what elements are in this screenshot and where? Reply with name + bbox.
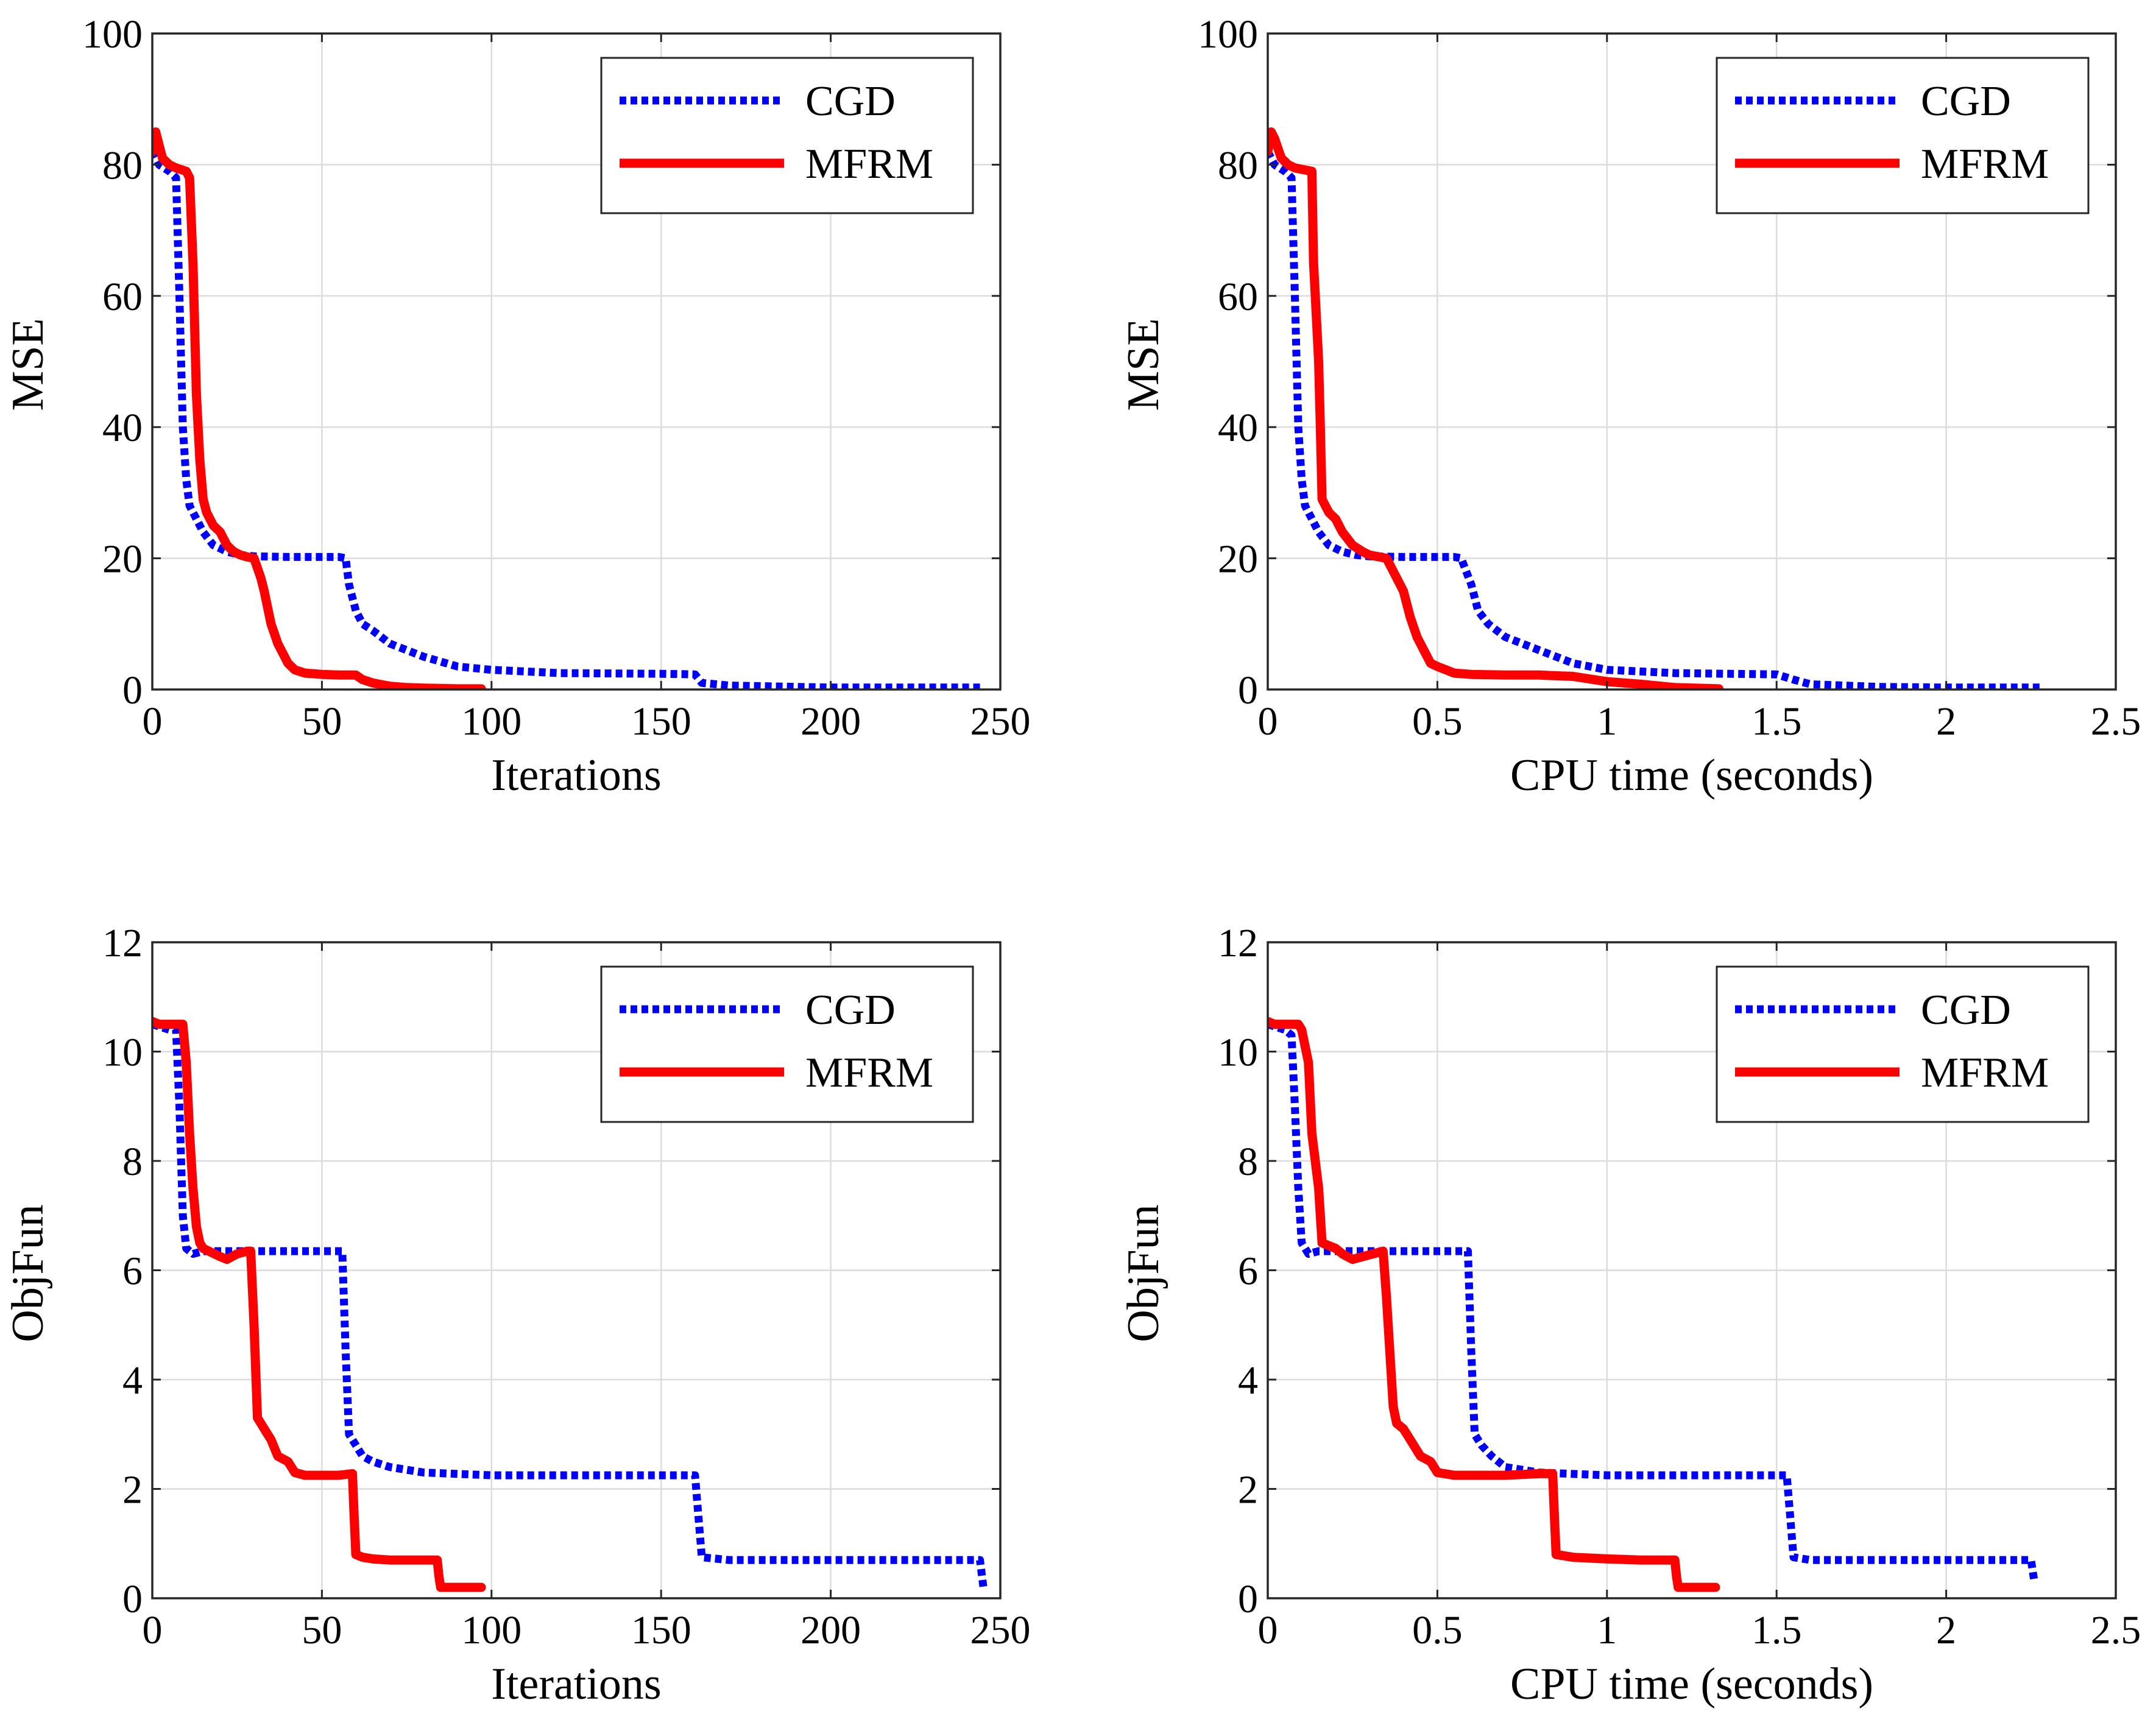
y-tick-label: 12: [1218, 921, 1258, 965]
series-line-mfrm: [152, 127, 486, 689]
x-tick-label: 0: [143, 699, 163, 744]
y-axis-label: MSE: [1119, 318, 1168, 411]
y-tick-label: 20: [102, 537, 143, 582]
y-tick-label: 40: [1218, 406, 1258, 450]
axes-box: [151, 32, 1002, 691]
x-axis-label: Iterations: [491, 1659, 661, 1709]
series-line-mfrm: [1268, 127, 1723, 689]
x-tick-label: 2.5: [2091, 1608, 2141, 1652]
y-tick-label: 12: [102, 921, 143, 965]
x-tick-label: 200: [801, 1608, 861, 1652]
x-tick-label: 1.5: [1751, 1608, 1802, 1652]
x-tick-label: 100: [461, 699, 521, 744]
panel-objfun-vs-iterations: 0 50 100 150 200 250 0 2 4 6 8 10 12 Iterations ObjFun…: [3, 921, 1031, 1709]
y-tick-label: 8: [1238, 1140, 1258, 1184]
y-tick-label: 0: [1238, 668, 1258, 713]
series-line-mfrm: [1268, 1017, 1720, 1592]
x-tick-label: 2.5: [2091, 699, 2141, 744]
x-tick-label: 150: [631, 699, 691, 744]
x-tick-label: 0: [1258, 699, 1278, 744]
y-axis-label: ObjFun: [3, 1204, 53, 1342]
legend-label-mfrm: MFRM: [805, 141, 933, 188]
y-tick-label: 20: [1218, 537, 1258, 582]
y-tick-label: 6: [122, 1249, 143, 1294]
y-axis-label: ObjFun: [1119, 1204, 1168, 1342]
x-tick-label: 50: [302, 1608, 342, 1652]
x-axis-label: CPU time (seconds): [1510, 750, 1873, 800]
y-tick-label: 60: [102, 275, 143, 319]
legend: CGD MFRM: [1716, 57, 2090, 214]
x-axis-label: CPU time (seconds): [1510, 1659, 1873, 1709]
y-tick-label: 40: [102, 406, 143, 450]
y-tick-label: 4: [1238, 1358, 1258, 1403]
axes-box: [1267, 32, 2117, 691]
y-tick-label: 80: [102, 143, 143, 188]
x-tick-label: 1: [1597, 699, 1617, 744]
x-tick-label: 0: [143, 1608, 163, 1652]
x-tick-label: 250: [970, 699, 1031, 744]
panel-objfun-vs-cpu-time: 0 0.5 1 1.5 2 2.5 0 2 4 6 8 10 12 CPU time (seconds) O…: [1119, 921, 2141, 1709]
y-tick-label: 60: [1218, 275, 1258, 319]
x-tick-label: 50: [302, 699, 342, 744]
legend: CGD MFRM: [600, 965, 974, 1123]
legend-label-mfrm: MFRM: [1921, 141, 2049, 188]
legend: CGD MFRM: [1716, 965, 2090, 1123]
x-tick-label: 1: [1597, 1608, 1617, 1652]
y-tick-label: 0: [122, 1577, 143, 1621]
x-tick-label: 2: [1936, 1608, 1956, 1652]
x-tick-label: 150: [631, 1608, 691, 1652]
y-tick-label: 80: [1218, 143, 1258, 188]
panel-mse-vs-cpu-time: 0 0.5 1 1.5 2 2.5 0 20 40 60 80 100 CPU time (second…: [1119, 12, 2141, 800]
y-tick-label: 10: [102, 1031, 143, 1075]
legend-box: [1716, 965, 2090, 1123]
series-line-mfrm: [152, 1017, 486, 1592]
legend-label-cgd: CGD: [1921, 78, 2011, 125]
y-tick-label: 0: [122, 668, 143, 713]
y-tick-label: 2: [1238, 1468, 1258, 1512]
panel-mse-vs-iterations: 0 50 100 150 200 250 0 20 40 60 80 100 Iterations MSE…: [3, 12, 1031, 800]
y-tick-label: 4: [122, 1358, 143, 1403]
legend-label-cgd: CGD: [805, 987, 896, 1034]
x-tick-label: 100: [461, 1608, 521, 1652]
y-tick-label: 8: [122, 1140, 143, 1184]
x-tick-label: 0: [1258, 1608, 1278, 1652]
y-tick-label: 0: [1238, 1577, 1258, 1621]
x-tick-label: 1.5: [1751, 699, 1802, 744]
x-tick-label: 0.5: [1412, 699, 1463, 744]
x-tick-label: 250: [970, 1608, 1031, 1652]
x-axis-label: Iterations: [491, 750, 661, 800]
legend-label-mfrm: MFRM: [1921, 1049, 2049, 1096]
legend: CGD MFRM: [600, 57, 974, 214]
y-tick-label: 2: [122, 1468, 143, 1512]
x-tick-label: 200: [801, 699, 861, 744]
series-line-cgd: [1268, 149, 2041, 689]
y-tick-label: 6: [1238, 1249, 1258, 1294]
legend-box: [600, 57, 974, 214]
legend-box: [600, 965, 974, 1123]
y-tick-label: 100: [1198, 12, 1258, 57]
series-line-cgd: [152, 1020, 988, 1588]
legend-box: [1716, 57, 2090, 214]
series-line-cgd: [1268, 1020, 2038, 1583]
series-line-cgd: [152, 149, 984, 689]
legend-label-mfrm: MFRM: [805, 1049, 933, 1096]
y-tick-label: 10: [1218, 1031, 1258, 1075]
y-axis-label: MSE: [3, 318, 53, 411]
y-tick-label: 100: [82, 12, 143, 57]
legend-label-cgd: CGD: [805, 78, 896, 125]
x-tick-label: 0.5: [1412, 1608, 1463, 1652]
x-tick-label: 2: [1936, 699, 1956, 744]
legend-label-cgd: CGD: [1921, 987, 2011, 1034]
